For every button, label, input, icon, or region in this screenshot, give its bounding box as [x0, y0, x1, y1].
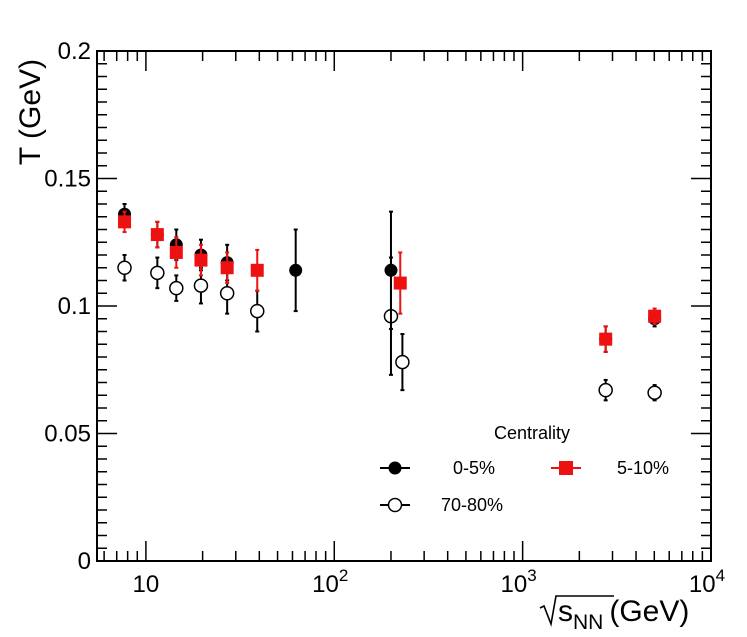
marker-filled-square	[220, 261, 234, 275]
data-point	[169, 236, 183, 269]
y-axis-title: T (GeV)	[14, 59, 47, 165]
data-layer	[117, 203, 662, 402]
marker-filled-square	[194, 253, 208, 267]
data-point	[647, 384, 662, 402]
legend-title: Centrality	[494, 423, 570, 443]
x-tick-label: 104	[689, 566, 725, 598]
marker-filled-circle	[384, 263, 398, 277]
axis-ticks	[97, 50, 712, 562]
data-point	[289, 228, 303, 313]
y-tick-label: 0.2	[58, 38, 91, 65]
x-axis-title-text: sNN (GeV)	[558, 595, 689, 634]
plot-frame	[96, 50, 712, 562]
x-tick-label: 102	[312, 566, 348, 598]
data-point	[599, 325, 613, 353]
y-tick-label: 0.1	[58, 293, 91, 320]
data-point	[150, 220, 164, 249]
labels-layer: 0 0.05 0.1 0.15 0.2 10 102 103 104 T (GeV) sNN (GeV…	[14, 38, 725, 634]
legend-marker-filled-circle	[388, 461, 402, 475]
data-point	[220, 251, 234, 285]
x-axis-title: sNN (GeV)	[539, 595, 689, 634]
data-point	[395, 333, 410, 392]
marker-open-circle	[249, 303, 265, 319]
data-point	[117, 254, 132, 282]
marker-open-circle	[395, 354, 410, 370]
marker-open-circle	[647, 385, 662, 400]
marker-filled-circle	[289, 263, 303, 277]
marker-open-circle	[117, 260, 132, 275]
marker-open-circle	[169, 280, 184, 296]
data-point	[194, 243, 208, 277]
data-point	[393, 251, 407, 315]
legend: Centrality 0-5% 5-10% 70-80%	[380, 423, 669, 515]
data-point	[150, 256, 165, 290]
data-point	[219, 271, 235, 315]
y-tick-label: 0.05	[44, 421, 91, 448]
y-tick-label: 0.15	[44, 166, 91, 193]
data-point	[648, 307, 662, 325]
marker-filled-square	[599, 332, 613, 346]
data-point	[250, 248, 264, 292]
marker-filled-square	[393, 276, 407, 290]
legend-entry: 0-5%	[380, 458, 495, 478]
x-tick-label: 103	[501, 566, 537, 598]
y-tick-label: 0	[78, 548, 91, 575]
data-point	[118, 210, 132, 234]
x-tick-label: 10	[133, 571, 160, 598]
sqrt-sign	[539, 595, 614, 627]
marker-open-circle	[219, 286, 235, 301]
marker-filled-square	[118, 215, 132, 229]
marker-filled-square	[169, 245, 183, 259]
data-point	[169, 274, 184, 302]
legend-marker-open-circle	[387, 497, 403, 513]
marker-filled-square	[648, 309, 662, 323]
data-point	[384, 210, 398, 330]
marker-filled-square	[250, 263, 264, 277]
legend-entry: 70-80%	[380, 495, 503, 515]
marker-open-circle	[150, 265, 165, 281]
marker-open-circle	[598, 382, 613, 398]
legend-marker-filled-square	[559, 461, 573, 475]
data-point	[249, 289, 265, 333]
legend-label: 5-10%	[617, 458, 669, 478]
legend-entry: 5-10%	[551, 458, 669, 478]
marker-filled-square	[150, 228, 164, 242]
legend-label: 70-80%	[441, 495, 503, 515]
data-point	[598, 378, 613, 402]
marker-open-circle	[193, 278, 209, 293]
legend-label: 0-5%	[453, 458, 495, 478]
